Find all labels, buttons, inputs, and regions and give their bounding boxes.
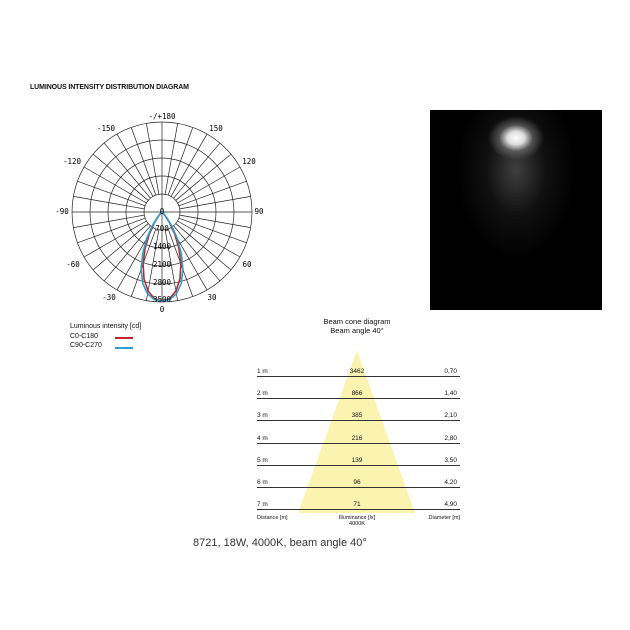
- cone-row: 3 m 385 2,10: [257, 408, 460, 422]
- grid-spoke: [146, 229, 160, 301]
- row-illuminance: 866: [351, 390, 363, 398]
- row-distance: 5 m: [257, 456, 268, 464]
- grid-spoke: [177, 220, 241, 258]
- grid-spoke: [92, 153, 149, 201]
- ring-label: 3500: [153, 295, 172, 304]
- row-diameter: 3,50: [444, 456, 457, 464]
- diagram-title: LUMINOUS INTENSITY DISTRIBUTION DIAGRAM: [30, 84, 189, 91]
- cone-subtitle: Beam angle 40°: [330, 326, 384, 335]
- row-distance: 1 m: [257, 368, 268, 375]
- illuminance-label: Illuminance [lx]: [338, 515, 376, 521]
- grid-spoke: [116, 133, 154, 197]
- grid-spoke: [175, 223, 232, 271]
- angle-label: 150: [209, 124, 223, 133]
- legend-swatch-red: [115, 337, 133, 339]
- grid-spoke: [164, 229, 178, 301]
- row-distance: 7 m: [257, 501, 268, 509]
- cone-row: 2 m 866 1,40: [257, 386, 460, 400]
- angle-label: 120: [242, 157, 256, 166]
- legend-swatch-blue: [115, 347, 133, 349]
- cone-row: 1 m 3462 0,70: [257, 364, 460, 377]
- grid-spoke: [178, 217, 247, 244]
- row-illuminance: 139: [351, 456, 363, 464]
- polar-labels: -/+180 -150 150 -120 120 -90 90 -60 60 -…: [55, 112, 264, 314]
- grid-spoke: [179, 196, 251, 210]
- grid-spoke: [177, 166, 241, 204]
- row-distance: 2 m: [257, 390, 268, 398]
- grid-spoke: [103, 142, 151, 199]
- ring-label: 1400: [153, 242, 172, 251]
- polar-grid: [71, 121, 253, 303]
- row-diameter: 1,40: [444, 390, 457, 398]
- row-diameter: 4,20: [444, 479, 457, 486]
- cone-row: 5 m 139 3,50: [257, 453, 460, 466]
- row-diameter: 2,80: [444, 434, 457, 442]
- grid-spoke: [167, 127, 194, 196]
- polar-curves: [140, 211, 184, 302]
- grid-spoke: [77, 180, 146, 207]
- grid-spoke: [92, 223, 149, 271]
- grid-spoke: [175, 153, 232, 201]
- cone-title: Beam cone diagram: [323, 317, 391, 326]
- legend-label: C0-C180: [70, 333, 99, 340]
- cone-row: 4 m 216 2,80: [257, 431, 460, 444]
- row-diameter: 2,10: [444, 412, 457, 420]
- grid-spoke: [83, 220, 147, 258]
- grid-spoke: [164, 123, 178, 195]
- grid-spoke: [170, 133, 208, 197]
- grid-spoke: [77, 217, 146, 244]
- row-distance: 4 m: [257, 434, 268, 442]
- angle-label: 30: [207, 293, 217, 302]
- cct-label: 4000K: [349, 521, 365, 527]
- row-illuminance: 385: [351, 412, 363, 420]
- row-illuminance: 216: [351, 434, 363, 442]
- legend-title: Luminous intensity [cd]: [70, 323, 142, 330]
- beam-cone-shape: [298, 350, 415, 513]
- curve-C90-C270: [140, 211, 184, 302]
- ring-label: 2100: [153, 260, 172, 269]
- angle-label: -150: [97, 124, 116, 133]
- row-diameter: 4,90: [444, 501, 457, 509]
- row-illuminance: 96: [353, 479, 361, 486]
- grid-spoke: [179, 214, 251, 228]
- legend-item-c0: C0-C180: [70, 333, 98, 340]
- grid-spoke: [83, 166, 147, 204]
- angle-label: -/+180: [148, 112, 176, 121]
- center-label: 0: [160, 207, 165, 216]
- ring-label: 700: [155, 224, 169, 233]
- distance-label: Distance [m]: [257, 515, 288, 521]
- light-beam-photo: [430, 110, 602, 310]
- grid-spoke: [173, 225, 221, 282]
- angle-label: -30: [102, 293, 116, 302]
- angle-label: -120: [63, 157, 82, 166]
- angle-label: 60: [242, 260, 252, 269]
- angle-label: -60: [66, 260, 80, 269]
- grid-spoke: [73, 214, 145, 228]
- cone-row: 7 m 71 4,90: [257, 497, 460, 511]
- legend-label: C90-C270: [70, 342, 102, 349]
- angle-label: 0: [160, 305, 165, 314]
- diameter-label: Diameter [m]: [428, 515, 460, 521]
- angle-label: -90: [55, 207, 69, 216]
- grid-spoke: [130, 127, 157, 196]
- row-diameter: 0,70: [444, 368, 457, 375]
- grid-spoke: [73, 196, 145, 210]
- cone-row: 6 m 96 4,20: [257, 475, 460, 488]
- row-illuminance: 3462: [349, 368, 365, 375]
- legend-item-c90: C90-C270: [70, 342, 102, 349]
- grid-spoke: [178, 180, 247, 207]
- grid-spoke: [173, 142, 221, 199]
- row-illuminance: 71: [353, 501, 361, 509]
- row-distance: 6 m: [257, 479, 268, 486]
- caption: 8721, 18W, 4000K, beam angle 40°: [193, 537, 367, 549]
- grid-spoke: [146, 123, 160, 195]
- ring-label: 2800: [153, 278, 172, 287]
- polar-diagram: -/+180 -150 150 -120 120 -90 90 -60 60 -…: [55, 112, 264, 314]
- row-distance: 3 m: [257, 412, 268, 420]
- angle-label: 90: [254, 207, 264, 216]
- grid-spoke: [103, 225, 151, 282]
